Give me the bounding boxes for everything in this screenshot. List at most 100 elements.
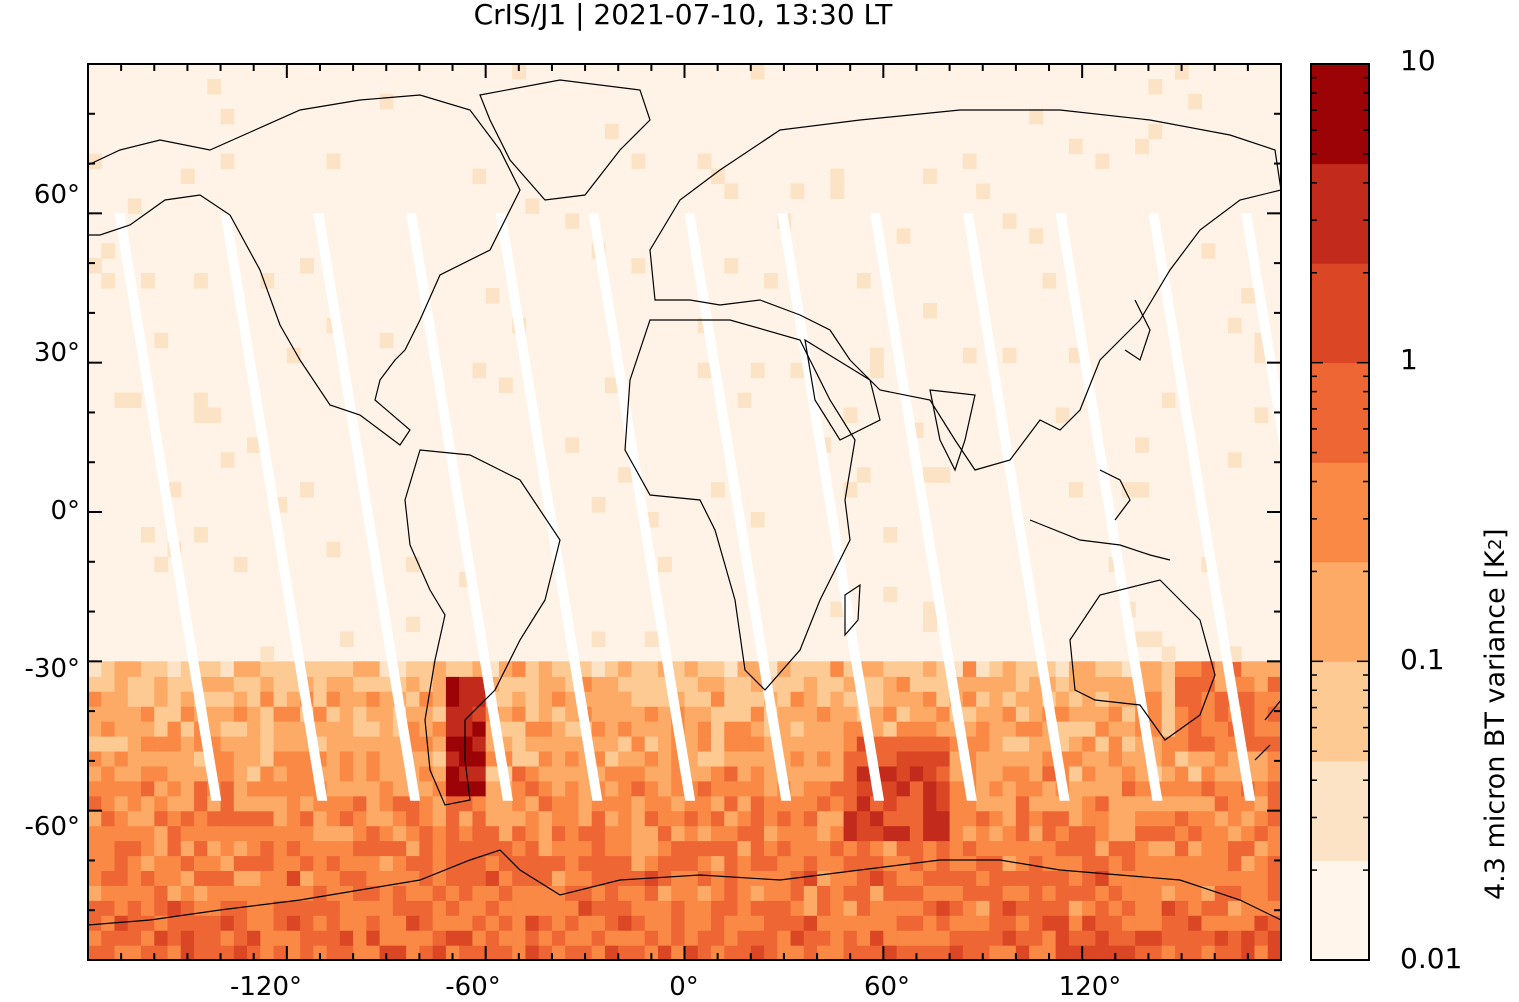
- field-cell: [1227, 825, 1242, 842]
- field-cell: [180, 840, 195, 857]
- field-cell: [538, 765, 553, 782]
- field-cell: [856, 885, 871, 901]
- field-cell: [817, 870, 831, 886]
- coastlines: [88, 79, 1281, 926]
- field-cell: [459, 900, 474, 916]
- field-cell: [1254, 721, 1269, 737]
- field-cell: [989, 810, 1004, 827]
- field-cell: [923, 691, 937, 707]
- field-cell: [88, 825, 102, 842]
- field-cell: [1108, 855, 1123, 871]
- field-cell: [909, 706, 924, 722]
- field-cell: [976, 750, 990, 767]
- field-cell: [803, 870, 818, 886]
- field-cell: [313, 691, 328, 707]
- field-cell: [644, 765, 659, 782]
- field-cell: [817, 825, 831, 842]
- swath-gap: [684, 213, 792, 801]
- field-cell: [962, 676, 977, 692]
- field-cell: [843, 915, 858, 931]
- field-cell: [724, 183, 739, 199]
- field-cell: [711, 870, 725, 886]
- field-cell: [1161, 661, 1176, 677]
- field-cell: [737, 721, 752, 737]
- field-cell: [512, 825, 527, 842]
- field-cell: [1254, 930, 1269, 946]
- field-cell: [764, 273, 778, 289]
- field-cell: [949, 810, 964, 827]
- field-cell: [830, 900, 845, 916]
- field-cell: [1201, 706, 1216, 722]
- field-cell: [353, 691, 367, 707]
- field-cell: [1201, 750, 1216, 767]
- field-cell: [1055, 900, 1070, 916]
- field-cell: [896, 840, 911, 857]
- field-cell: [525, 915, 540, 931]
- field-cell: [631, 840, 646, 857]
- field-cell: [976, 795, 990, 812]
- field-cell: [711, 482, 725, 498]
- field-cell: [512, 721, 527, 737]
- field-cell: [936, 855, 951, 871]
- field-cell: [565, 840, 580, 857]
- field-cell: [1015, 780, 1030, 797]
- field-cell: [803, 691, 818, 707]
- field-cell: [1174, 855, 1189, 871]
- lon-tick-label: 0°: [669, 972, 699, 1002]
- field-cell: [551, 780, 566, 797]
- field-cell: [300, 482, 314, 498]
- field-cell: [512, 855, 527, 871]
- field-cell: [300, 765, 314, 782]
- field-cell: [1267, 795, 1281, 812]
- swath-gap: [1148, 213, 1256, 801]
- field-cell: [498, 885, 513, 901]
- field-cell: [870, 885, 884, 901]
- field-cell: [353, 676, 367, 692]
- field-cell: [114, 825, 129, 842]
- field-cell: [88, 661, 102, 677]
- field-cell: [459, 691, 474, 707]
- field-cell: [1214, 825, 1229, 842]
- colorbar-label-sup: 2: [1485, 538, 1506, 551]
- field-cell: [737, 885, 752, 901]
- field-cell: [339, 930, 354, 946]
- field-cell: [127, 392, 142, 409]
- field-cell: [1042, 900, 1057, 916]
- field-cell: [843, 825, 858, 842]
- field-cell: [247, 825, 261, 842]
- field-cell: [909, 915, 924, 931]
- field-cell: [1214, 900, 1229, 916]
- field-cell: [445, 945, 460, 960]
- field-cell: [551, 721, 566, 737]
- colorbar-swatch: [1311, 661, 1369, 762]
- field-cell: [631, 736, 646, 752]
- field-cell: [286, 930, 301, 946]
- field-cell: [538, 885, 553, 901]
- field-cell: [1267, 691, 1281, 707]
- field-cell: [843, 750, 858, 767]
- field-cell: [1174, 691, 1189, 707]
- field-cell: [154, 870, 169, 886]
- field-cell: [1121, 721, 1136, 737]
- field-cell: [1241, 721, 1256, 737]
- field-cell: [472, 691, 487, 707]
- field-cell: [604, 795, 619, 812]
- field-cell: [154, 765, 169, 782]
- field-cell: [459, 661, 474, 677]
- field-cell: [843, 765, 858, 782]
- field-cell: [684, 915, 699, 931]
- field-cell: [604, 750, 619, 767]
- field-cell: [591, 825, 606, 842]
- field-cell: [379, 736, 394, 752]
- field-cell: [909, 900, 924, 916]
- field-cell: [167, 765, 182, 782]
- field-cell: [525, 945, 540, 960]
- field-cell: [1068, 691, 1083, 707]
- field-cell: [1174, 795, 1189, 812]
- field-cell: [1108, 661, 1123, 677]
- field-cell: [1161, 825, 1176, 842]
- field-cell: [1121, 930, 1136, 946]
- field-cell: [644, 780, 659, 797]
- field-cell: [909, 676, 924, 692]
- field-cell: [379, 840, 394, 857]
